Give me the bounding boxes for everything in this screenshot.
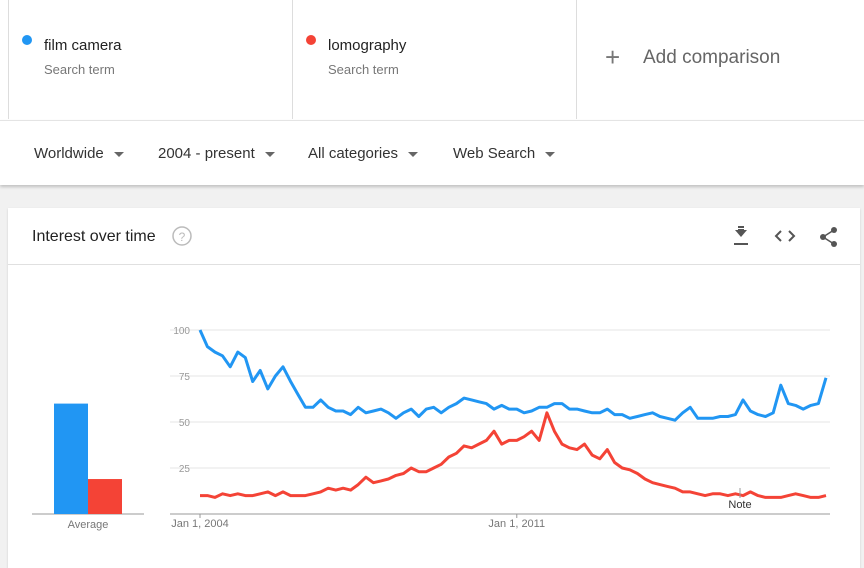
- series-line: [198, 329, 828, 422]
- comparison-bar: film camera Search term lomography Searc…: [0, 0, 864, 120]
- add-comparison[interactable]: + Add comparison: [576, 0, 861, 119]
- help-icon[interactable]: ?: [172, 226, 192, 246]
- annotation: Note: [728, 499, 751, 511]
- series-line: [200, 411, 827, 499]
- filter[interactable]: Web Search: [453, 145, 556, 162]
- bar-label: Average: [68, 519, 109, 531]
- term-name: film camera: [44, 37, 122, 54]
- average-bar: [54, 403, 88, 514]
- download-icon[interactable]: [734, 226, 748, 245]
- filter-label: Worldwide: [34, 145, 104, 162]
- filter-label: 2004 - present: [158, 145, 255, 162]
- term-name: lomography: [328, 37, 407, 54]
- card: Interest over time: [8, 208, 860, 568]
- filter[interactable]: All categories: [308, 145, 419, 162]
- share-icon[interactable]: [820, 227, 837, 247]
- card-title: Interest over time: [32, 228, 156, 245]
- filter-label: All categories: [308, 145, 399, 162]
- filter[interactable]: 2004 - present: [158, 145, 275, 162]
- add-label: Add comparison: [643, 47, 781, 68]
- filter-bar: Worldwide 2004 - present All categories …: [0, 120, 864, 185]
- y-tick-label: 100: [173, 326, 190, 337]
- y-tick-label: 75: [179, 372, 191, 383]
- svg-text:?: ?: [179, 230, 186, 244]
- plus-icon: +: [605, 42, 621, 72]
- x-tick-label: Jan 1, 2004: [171, 518, 229, 530]
- term-dot: [22, 35, 32, 45]
- term-card[interactable]: lomography Search term: [292, 0, 577, 119]
- y-tick-label: 25: [179, 464, 191, 475]
- divider: [8, 264, 860, 265]
- term-dot: [306, 35, 316, 45]
- average-bar: [88, 479, 122, 514]
- embed-icon[interactable]: [774, 230, 796, 242]
- term-type: Search term: [44, 62, 115, 77]
- x-tick-label: Jan 1, 2011: [488, 518, 545, 530]
- y-tick-label: 50: [179, 418, 191, 429]
- term-type: Search term: [328, 62, 399, 77]
- filter[interactable]: Worldwide: [34, 145, 124, 162]
- filter-label: Web Search: [453, 145, 536, 162]
